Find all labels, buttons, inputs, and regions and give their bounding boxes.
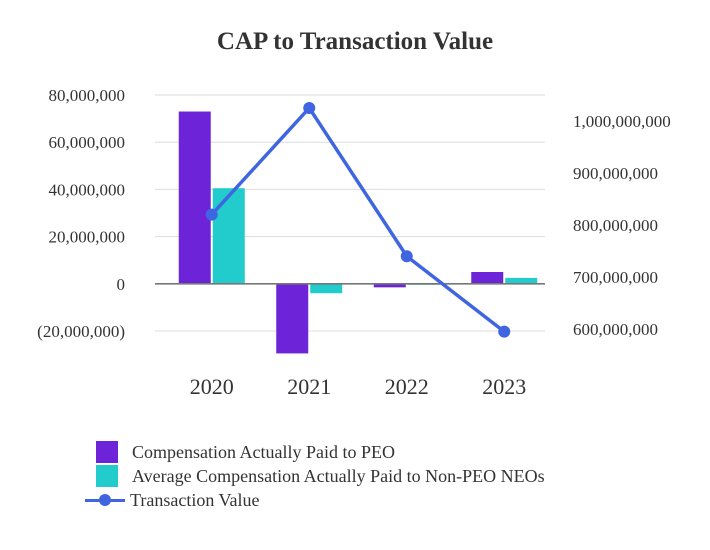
x-axis-tick-label: 2021 bbox=[287, 374, 331, 399]
right-axis-tick-label: 1,000,000,000 bbox=[573, 112, 671, 131]
bar-non-peo-2020 bbox=[212, 188, 245, 284]
left-axis-tick-label: 80,000,000 bbox=[49, 86, 126, 105]
left-axis-tick-label: 40,000,000 bbox=[49, 180, 126, 199]
transaction-value-point-2023 bbox=[498, 325, 511, 338]
left-axis-tick-label: (20,000,000) bbox=[37, 322, 125, 341]
left-axis-ticks: 80,000,000 60,000,000 40,000,000 20,000,000… bbox=[37, 86, 125, 341]
cap-to-transaction-value-chart: CAP to Transaction Value 80,000,000 60,00… bbox=[37, 28, 671, 399]
legend: Compensation Actually Paid to PEO Averag… bbox=[85, 440, 545, 512]
transaction-value-point-2021 bbox=[303, 102, 316, 114]
bar-peo-2022 bbox=[373, 283, 406, 288]
transaction-value-line bbox=[205, 102, 511, 338]
right-axis-ticks: 1,000,000,000 900,000,000 800,000,000 700,0… bbox=[573, 112, 671, 339]
right-axis-tick-label: 700,000,000 bbox=[573, 268, 658, 287]
right-axis-tick-label: 600,000,000 bbox=[573, 320, 658, 339]
legend-swatch-peo bbox=[96, 441, 118, 463]
bar-non-peo-2021 bbox=[310, 283, 343, 294]
x-axis-ticks: 2020 2021 2022 2023 bbox=[190, 374, 527, 399]
legend-label-transaction-value: Transaction Value bbox=[130, 489, 260, 510]
chart-title: CAP to Transaction Value bbox=[217, 28, 493, 55]
transaction-value-point-2022 bbox=[400, 250, 413, 263]
transaction-value-point-2020 bbox=[205, 208, 218, 221]
bar-peo-2023 bbox=[471, 272, 504, 284]
legend-swatch-non-peo bbox=[96, 465, 118, 487]
left-axis-tick-label: 0 bbox=[117, 275, 126, 294]
legend-item-non-peo: Average Compensation Actually Paid to No… bbox=[92, 464, 545, 488]
right-axis-tick-label: 800,000,000 bbox=[573, 216, 658, 235]
bar-peo-2021 bbox=[276, 283, 309, 354]
x-axis-tick-label: 2022 bbox=[385, 374, 429, 399]
x-axis-tick-label: 2023 bbox=[482, 374, 526, 399]
legend-item-peo: Compensation Actually Paid to PEO bbox=[92, 440, 545, 464]
transaction-value-polyline bbox=[210, 106, 506, 333]
legend-item-transaction-value: Transaction Value bbox=[85, 488, 545, 512]
left-axis-tick-label: 60,000,000 bbox=[49, 133, 126, 152]
bar-non-peo-2023 bbox=[505, 277, 538, 284]
right-axis-tick-label: 900,000,000 bbox=[573, 164, 658, 183]
bar-peo-2020 bbox=[178, 111, 211, 284]
legend-line-marker bbox=[85, 489, 125, 511]
left-axis-tick-label: 20,000,000 bbox=[49, 228, 126, 247]
x-axis-tick-label: 2020 bbox=[190, 374, 234, 399]
legend-label-non-peo: Average Compensation Actually Paid to No… bbox=[132, 465, 545, 486]
legend-label-peo: Compensation Actually Paid to PEO bbox=[132, 441, 395, 462]
bars bbox=[178, 111, 538, 354]
